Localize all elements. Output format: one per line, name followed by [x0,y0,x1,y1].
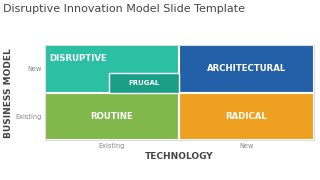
FancyBboxPatch shape [109,73,179,93]
Text: DISRUPTIVE: DISRUPTIVE [50,54,107,63]
Text: ARCHITECTURAL: ARCHITECTURAL [207,64,286,73]
Text: RADICAL: RADICAL [226,112,267,121]
X-axis label: TECHNOLOGY: TECHNOLOGY [145,152,213,161]
Text: FRUGAL: FRUGAL [129,80,160,86]
FancyBboxPatch shape [179,45,314,93]
Text: Disruptive Innovation Model Slide Template: Disruptive Innovation Model Slide Templa… [3,4,245,14]
FancyBboxPatch shape [45,93,179,140]
FancyBboxPatch shape [179,93,314,140]
Y-axis label: BUSINESS MODEL: BUSINESS MODEL [4,48,13,138]
Text: ROUTINE: ROUTINE [91,112,133,121]
FancyBboxPatch shape [45,45,179,93]
